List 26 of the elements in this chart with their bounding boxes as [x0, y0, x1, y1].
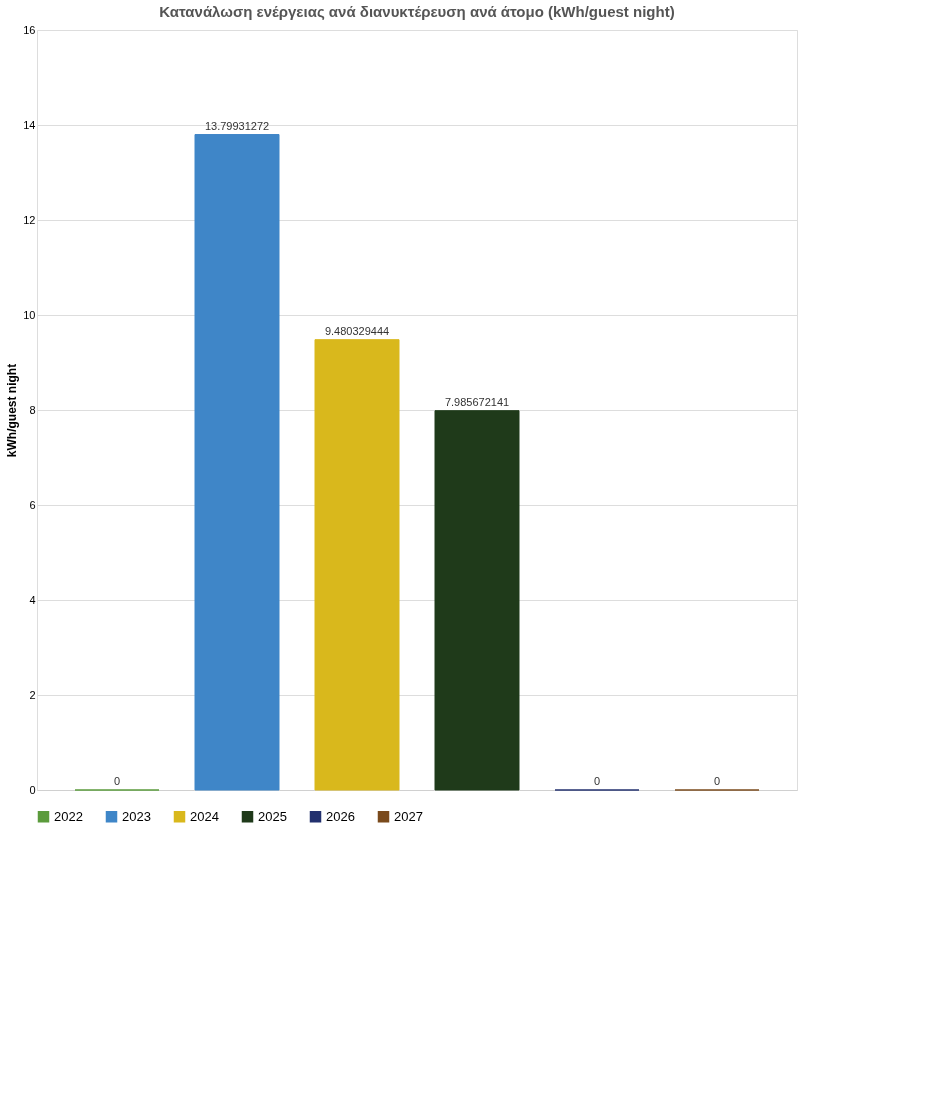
y-tick-label: 12	[23, 213, 36, 226]
y-tick-label: 8	[29, 403, 36, 416]
legend-label: 2025	[258, 808, 287, 824]
legend-label: 2027	[394, 808, 423, 824]
legend-label: 2022	[54, 808, 83, 824]
data-label: 0	[713, 775, 721, 787]
y-tick-label: 10	[23, 308, 36, 321]
data-label: 0	[593, 775, 601, 787]
data-label: 0	[113, 775, 121, 787]
data-label: 9.480329444	[324, 324, 390, 337]
y-tick-label: 2	[29, 688, 36, 701]
y-tick-label: 4	[29, 593, 36, 606]
y-tick-label: 6	[29, 498, 36, 511]
data-label: 7.985672141	[444, 395, 510, 408]
bar	[434, 410, 520, 791]
legend-label: 2026	[326, 808, 355, 824]
y-tick-label: 0	[29, 783, 36, 796]
y-tick-label: 14	[23, 118, 36, 131]
chart-title: Κατανάλωση ενέργειας ανά διανυκτέρευση ανά άτομο (kWh/guest night)	[159, 3, 675, 20]
y-axis-title: kWh/guest night	[5, 363, 20, 458]
y-tick-label: 16	[23, 23, 36, 36]
bar	[194, 134, 280, 791]
legend-label: 2024	[190, 808, 219, 824]
legend-label: 2023	[122, 808, 151, 824]
data-label: 13.79931272	[204, 119, 270, 132]
bar	[314, 339, 400, 791]
